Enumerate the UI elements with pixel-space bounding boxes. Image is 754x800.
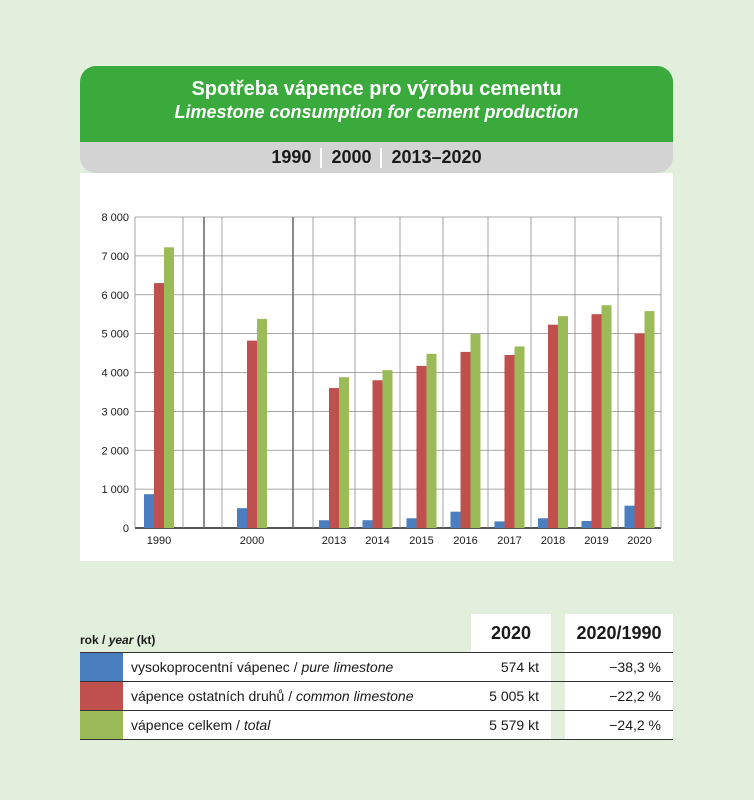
legend-change: −22,2 % xyxy=(565,681,673,711)
y-tick-label: 3 000 xyxy=(101,406,129,418)
y-tick-label: 0 xyxy=(123,523,129,535)
y-tick-label: 2 000 xyxy=(101,445,129,457)
x-tick-label: 2019 xyxy=(584,535,608,547)
legend-name-en: common limestone xyxy=(296,688,414,704)
x-tick-label: 2013 xyxy=(322,535,346,547)
header-label-suffix: (kt) xyxy=(133,633,156,647)
legend-name-en: total xyxy=(243,717,271,733)
bar xyxy=(558,316,568,528)
x-tick-label: 2016 xyxy=(453,535,477,547)
y-tick-label: 8 000 xyxy=(101,212,129,224)
legend-name-cz: vápence ostatních druhů / xyxy=(131,688,296,704)
legend-table: rok / year (kt) 2020 2020/1990 vysokopro… xyxy=(80,614,673,740)
x-tick-label: 2014 xyxy=(365,535,389,547)
bar xyxy=(450,511,461,528)
x-tick-label: 2018 xyxy=(541,535,565,547)
bar xyxy=(144,494,154,528)
bar xyxy=(494,521,505,528)
bar xyxy=(504,355,515,528)
column-header-ratio: 2020/1990 xyxy=(565,614,673,653)
y-tick-label: 7 000 xyxy=(101,251,129,263)
legend-swatch-blue xyxy=(80,652,123,682)
legend-name-cz: vysokoprocentní vápenec / xyxy=(131,659,302,675)
chart-title: Spotřeba vápence pro výrobu cementu xyxy=(191,78,562,100)
bar-chart: 0 1 000 2 000 3 000 4 000 5 000 6 000 7 000 8 00… xyxy=(101,212,662,547)
bar xyxy=(329,388,339,528)
bar xyxy=(237,508,247,528)
column-gap xyxy=(551,614,565,653)
x-tick-label: 2017 xyxy=(497,535,521,547)
y-tick-label: 5 000 xyxy=(101,329,129,341)
year-separator xyxy=(320,147,323,168)
years-bar: 1990 2000 2013–2020 xyxy=(80,142,673,173)
bar xyxy=(406,518,417,528)
chart-subtitle: Limestone consumption for cement product… xyxy=(174,102,579,122)
bar xyxy=(416,365,427,528)
legend-row: vápence celkem / total 5 579 kt −24,2 % xyxy=(80,710,673,740)
bar xyxy=(372,380,383,528)
legend-change: −24,2 % xyxy=(565,710,673,740)
y-tick-label: 4 000 xyxy=(101,368,129,380)
column-gap xyxy=(551,710,565,740)
bar xyxy=(164,247,174,528)
x-tick-label: 2020 xyxy=(627,535,651,547)
year-label-2000: 2000 xyxy=(331,147,372,167)
year-label-range: 2013–2020 xyxy=(391,147,482,167)
bar xyxy=(257,318,267,528)
chart-header: Spotřeba vápence pro výrobu cementu Lime… xyxy=(80,66,673,142)
y-tick-label: 1 000 xyxy=(101,484,129,496)
bar xyxy=(601,305,612,528)
legend-name: vápence ostatních druhů / common limesto… xyxy=(123,681,471,711)
legend-row: vysokoprocentní vápenec / pure limestone… xyxy=(80,652,673,682)
legend-swatch-red xyxy=(80,681,123,711)
legend-name-cz: vápence celkem / xyxy=(131,717,244,733)
bar xyxy=(339,377,349,528)
legend-name: vysokoprocentní vápenec / pure limestone xyxy=(123,652,471,682)
legend-row: vápence ostatních druhů / common limesto… xyxy=(80,681,673,711)
bar xyxy=(538,518,548,528)
column-header-2020: 2020 xyxy=(471,614,551,653)
bar xyxy=(470,334,481,528)
y-tick-label: 6 000 xyxy=(101,290,129,302)
bar xyxy=(644,311,655,528)
legend-name-en: pure limestone xyxy=(301,659,394,675)
legend-header-label: rok / year (kt) xyxy=(80,614,471,653)
legend-name: vápence celkem / total xyxy=(123,710,471,740)
header-label-italic: year xyxy=(108,633,134,647)
bar xyxy=(624,505,635,528)
year-label-1990: 1990 xyxy=(271,147,312,167)
bar xyxy=(247,340,257,528)
bar xyxy=(154,283,164,528)
x-tick-label: 1990 xyxy=(147,535,171,547)
bar xyxy=(514,346,525,528)
bar xyxy=(591,314,602,528)
year-separator xyxy=(380,147,383,168)
bar xyxy=(581,521,592,528)
legend-header-row: rok / year (kt) 2020 2020/1990 xyxy=(80,614,673,653)
legend-swatch-green xyxy=(80,710,123,740)
bar xyxy=(460,351,471,528)
bar xyxy=(319,520,329,528)
x-tick-label: 2000 xyxy=(240,535,264,547)
column-gap xyxy=(551,652,565,682)
legend-value: 5 005 kt xyxy=(471,681,551,711)
bar xyxy=(362,520,373,528)
column-gap xyxy=(551,681,565,711)
legend-value: 5 579 kt xyxy=(471,710,551,740)
chart-panel: 0 1 000 2 000 3 000 4 000 5 000 6 000 7 000 8 00… xyxy=(80,173,673,561)
legend-change: −38,3 % xyxy=(565,652,673,682)
legend-value: 574 kt xyxy=(471,652,551,682)
bar xyxy=(426,353,437,528)
bar xyxy=(634,333,645,528)
x-tick-label: 2015 xyxy=(409,535,433,547)
header-label-prefix: rok / xyxy=(80,633,109,647)
bar xyxy=(382,370,393,528)
bar xyxy=(548,324,558,528)
